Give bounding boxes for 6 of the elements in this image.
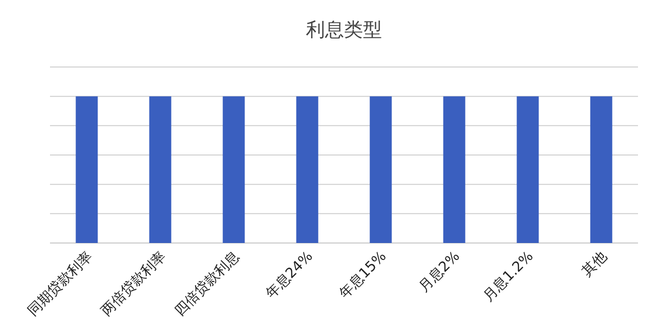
x-tick-label: 两倍贷款利率 [98,248,170,320]
x-tick-label: 月息2% [416,248,464,296]
chart-title: 利息类型 [306,19,382,41]
x-tick-label: 同期贷款利率 [24,248,96,320]
x-tick-label: 其他 [578,248,610,280]
x-tick-label: 四倍贷款利息 [172,248,243,320]
